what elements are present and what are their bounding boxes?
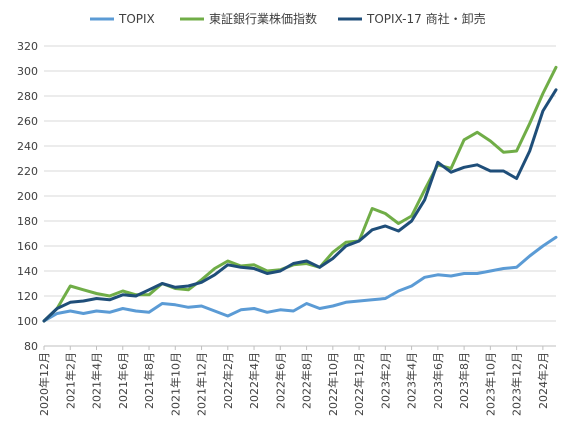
x-tick-label: 2021年8月	[142, 352, 156, 409]
y-tick-label: 280	[17, 90, 38, 103]
y-tick-label: 180	[17, 215, 38, 228]
y-tick-label: 140	[17, 265, 38, 278]
x-tick-label: 2023年4月	[405, 352, 419, 409]
y-tick-label: 120	[17, 290, 38, 303]
legend-label: TOPIX	[118, 12, 155, 26]
series-line-2	[42, 88, 558, 323]
y-tick-label: 100	[17, 315, 38, 328]
series-line-0	[42, 235, 558, 323]
y-tick-label: 260	[17, 115, 38, 128]
x-tick-label: 2023年8月	[457, 352, 471, 409]
x-tick-label: 2022年4月	[247, 352, 261, 409]
gridlines	[44, 45, 556, 347]
x-tick-label: 2021年10月	[168, 352, 182, 416]
x-tick-label: 2023年2月	[378, 352, 392, 409]
x-tick-label: 2022年8月	[300, 352, 314, 409]
x-tick-label: 2023年12月	[510, 352, 524, 416]
series-lines	[42, 65, 558, 323]
x-tick-label: 2024年2月	[536, 352, 550, 409]
series-line-1	[42, 65, 558, 323]
legend: TOPIX 東証銀行業株価指数 TOPIX-17 商社・卸売	[90, 11, 486, 26]
x-tick-label: 2023年10月	[483, 352, 497, 416]
y-tick-label: 200	[17, 190, 38, 203]
y-tick-label: 80	[24, 340, 38, 353]
y-tick-label: 320	[17, 40, 38, 53]
legend-label: 東証銀行業株価指数	[209, 11, 317, 26]
x-tick-label: 2021年12月	[195, 352, 209, 416]
x-axis: 2020年12月 2021年2月 2021年4月 2021年6月 2021年8月 2021…	[37, 345, 556, 416]
x-tick-label: 2022年6月	[273, 352, 287, 409]
x-tick-label: 2022年12月	[352, 352, 366, 416]
x-tick-label: 2023年6月	[431, 352, 445, 409]
x-tick-label: 2021年4月	[90, 352, 104, 409]
y-tick-label: 220	[17, 165, 38, 178]
y-tick-label: 300	[17, 65, 38, 78]
y-axis-ticks: 80 100 120 140 160 180 200 220 240 260 280 300 320	[17, 40, 38, 353]
x-tick-label: 2021年6月	[116, 352, 130, 409]
y-tick-label: 160	[17, 240, 38, 253]
x-tick-label: 2021年2月	[63, 352, 77, 409]
x-tick-label: 2022年10月	[326, 352, 340, 416]
legend-label: TOPIX-17 商社・卸売	[366, 11, 486, 26]
y-tick-label: 240	[17, 140, 38, 153]
x-tick-label: 2022年2月	[221, 352, 235, 409]
x-tick-label: 2020年12月	[37, 352, 51, 416]
